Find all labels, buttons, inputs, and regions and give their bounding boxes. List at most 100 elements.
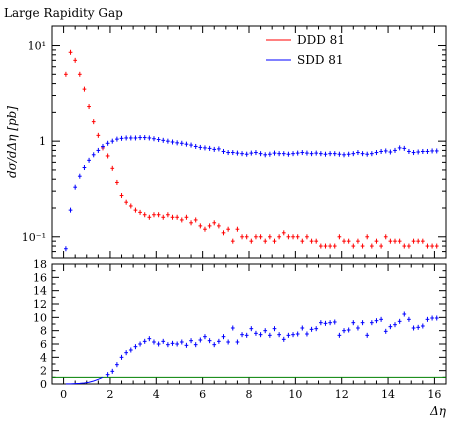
ratio-y-tick-label: 4: [40, 351, 47, 364]
x-axis-label: Δη: [429, 404, 447, 418]
ddd-point: [346, 238, 351, 244]
ddd-point: [226, 226, 230, 232]
sdd-point: [416, 149, 421, 155]
ddd-point: [212, 220, 217, 226]
sdd-point: [411, 150, 416, 156]
legend-label-ddd: DDD 81: [297, 33, 345, 47]
sdd-point: [138, 135, 142, 141]
ddd-point: [383, 234, 388, 240]
ratio-point: [356, 325, 360, 331]
ddd-point: [286, 234, 291, 240]
ratio-y-tick-label: 12: [33, 298, 47, 311]
ddd-point: [96, 132, 101, 138]
sdd-point: [342, 152, 346, 158]
ddd-point: [152, 212, 156, 218]
ddd-point: [175, 214, 180, 220]
sdd-point: [332, 151, 337, 157]
ratio-point: [277, 332, 281, 338]
ratio-point: [337, 332, 342, 338]
ratio-point: [212, 342, 217, 348]
sdd-point: [184, 141, 189, 147]
sdd-point: [337, 151, 342, 157]
sdd-point: [318, 151, 323, 157]
ddd-point: [105, 153, 110, 159]
ratio-point: [193, 342, 198, 348]
ratio-y-tick-label: 0: [40, 378, 47, 391]
ratio-point: [105, 372, 110, 378]
ratio-point: [115, 362, 119, 368]
ddd-point: [240, 234, 244, 240]
sdd-point: [295, 150, 300, 156]
ddd-point: [166, 212, 170, 218]
sdd-point: [203, 145, 207, 151]
ddd-point: [379, 243, 383, 249]
ddd-point: [272, 238, 277, 244]
sdd-point: [351, 151, 356, 157]
ddd-point: [128, 203, 133, 209]
ratio-point: [388, 324, 393, 330]
ddd-point: [365, 234, 370, 240]
ratio-y-tick-label: 10: [33, 311, 47, 324]
ratio-point: [305, 331, 309, 337]
ddd-point: [402, 243, 407, 249]
ratio-point: [161, 338, 166, 344]
ratio-point: [328, 320, 332, 326]
sdd-point: [291, 151, 295, 157]
sdd-point: [397, 145, 402, 151]
sdd-point: [268, 151, 272, 157]
ddd-point: [425, 243, 430, 249]
ratio-point: [365, 332, 370, 338]
sdd-point: [365, 151, 370, 157]
ratio-point: [332, 319, 337, 325]
main-x-axis: [63, 26, 435, 258]
ratio-y-tick-label: 14: [33, 285, 47, 298]
ddd-point: [337, 234, 342, 240]
ratio-point: [393, 322, 397, 328]
ratio-y-tick-label: 16: [33, 271, 47, 284]
ratio-point: [221, 334, 226, 340]
sdd-point: [119, 135, 124, 141]
ratio-point: [138, 341, 142, 347]
sdd-point: [240, 151, 244, 157]
sdd-point: [221, 148, 226, 154]
ratio-point: [268, 332, 272, 338]
x-tick-label: 4: [153, 388, 160, 401]
ddd-point: [207, 223, 212, 229]
ddd-point: [147, 214, 152, 220]
ddd-point: [430, 243, 434, 249]
sdd-point: [420, 148, 425, 154]
sdd-point: [101, 143, 105, 149]
ratio-point: [263, 328, 268, 334]
legend: DDD 81 SDD 81: [266, 33, 345, 67]
ddd-point: [91, 119, 96, 125]
ddd-point: [356, 238, 360, 244]
sdd-point: [175, 140, 180, 146]
ddd-point: [198, 223, 203, 229]
main-plot-frame: [51, 25, 447, 259]
ddd-point: [189, 220, 193, 226]
sdd-point: [286, 151, 291, 157]
x-tick-label: 2: [106, 388, 113, 401]
sdd-point: [328, 151, 332, 157]
sdd-point: [360, 151, 365, 157]
sdd-point: [68, 207, 73, 213]
ratio-point: [226, 339, 230, 345]
ddd-point: [309, 238, 314, 244]
ratio-plot-frame: [51, 263, 447, 385]
ddd-point: [318, 243, 323, 249]
sdd-point: [115, 136, 119, 142]
ratio-point: [254, 330, 258, 336]
main-y-axis-label: dσ/dΔη [pb]: [5, 106, 19, 178]
ratio-low-curve: [65, 376, 104, 385]
sdd-point: [244, 151, 249, 157]
ratio-point: [249, 326, 254, 332]
ratio-point: [420, 323, 425, 329]
ratio-point: [156, 341, 161, 347]
sdd-point: [189, 142, 193, 148]
ddd-point: [230, 238, 235, 244]
ddd-point: [295, 234, 300, 240]
ddd-point: [291, 234, 295, 240]
sdd-point: [374, 150, 379, 156]
ddd-point: [300, 238, 305, 244]
